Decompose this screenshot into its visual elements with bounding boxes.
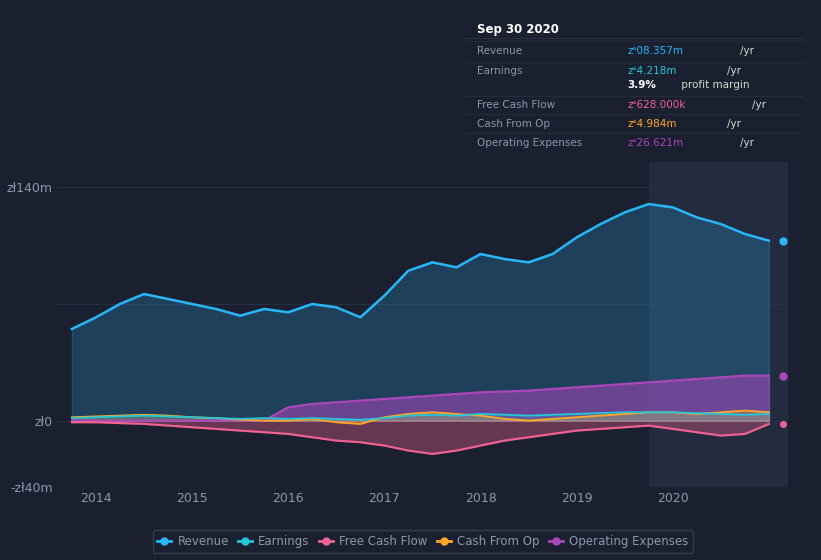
- Text: Revenue: Revenue: [478, 46, 523, 56]
- Text: zᐤ08.357m: zᐤ08.357m: [627, 46, 683, 56]
- Legend: Revenue, Earnings, Free Cash Flow, Cash From Op, Operating Expenses: Revenue, Earnings, Free Cash Flow, Cash …: [153, 530, 693, 553]
- Text: zᐤ628.000k: zᐤ628.000k: [627, 100, 686, 110]
- Text: Operating Expenses: Operating Expenses: [478, 138, 583, 148]
- Text: Cash From Op: Cash From Op: [478, 119, 551, 129]
- Text: /yr: /yr: [740, 138, 754, 148]
- Text: zᐤ4.218m: zᐤ4.218m: [627, 66, 677, 76]
- Bar: [649, 162, 788, 487]
- Text: zᐤ26.621m: zᐤ26.621m: [627, 138, 684, 148]
- Text: Sep 30 2020: Sep 30 2020: [478, 23, 559, 36]
- Text: /yr: /yr: [752, 100, 766, 110]
- Text: profit margin: profit margin: [678, 81, 750, 90]
- Text: Earnings: Earnings: [478, 66, 523, 76]
- Text: /yr: /yr: [727, 66, 741, 76]
- Text: 3.9%: 3.9%: [627, 81, 656, 90]
- Text: Free Cash Flow: Free Cash Flow: [478, 100, 556, 110]
- Text: zᐤ4.984m: zᐤ4.984m: [627, 119, 677, 129]
- Text: /yr: /yr: [727, 119, 741, 129]
- Text: /yr: /yr: [740, 46, 754, 56]
